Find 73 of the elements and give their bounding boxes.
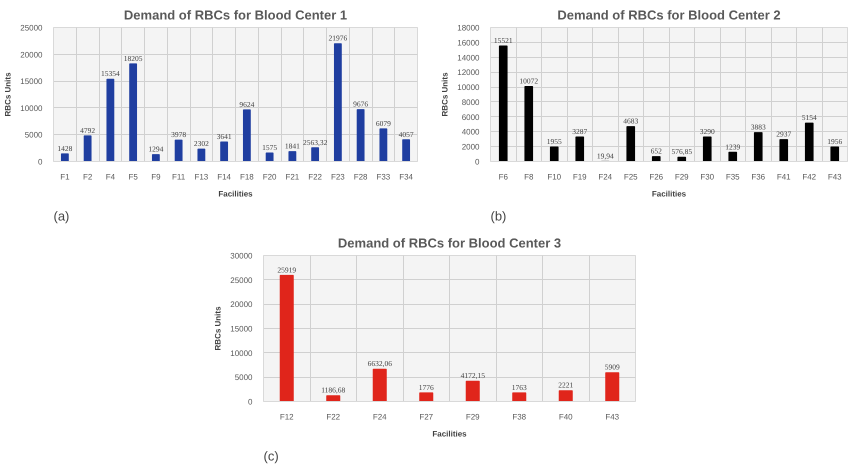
y-tick-label: 16000 (457, 38, 480, 48)
y-tick-label: 6000 (462, 112, 480, 122)
x-axis-title: Facilities (432, 430, 468, 438)
x-tick-label: F43 (605, 412, 620, 422)
x-tick-label: F29 (674, 172, 690, 182)
y-axis-title: RBCs Units (213, 306, 222, 350)
y-tick-label: 15000 (20, 77, 44, 86)
y-tick-label: 14000 (457, 53, 480, 62)
chart-title: Demand of RBCs for Blood Center 3 (338, 236, 562, 250)
x-tick-label: F26 (649, 172, 664, 182)
y-tick-label: 10000 (457, 83, 480, 92)
x-tick-label: F25 (624, 172, 638, 182)
y-tick-label: 20000 (230, 300, 254, 310)
x-tick-label: F30 (700, 172, 715, 182)
x-tick-label: F8 (524, 172, 534, 182)
y-tick-label: 10000 (230, 348, 254, 358)
y-tick-label: 25000 (230, 276, 254, 285)
x-tick-label: F38 (512, 412, 527, 422)
y-tick-label: 12000 (457, 68, 480, 78)
y-tick-label: 15000 (230, 324, 254, 334)
x-tick-label: F35 (726, 172, 740, 182)
chart-title: Demand of RBCs for Blood Center 2 (557, 8, 781, 22)
y-tick-label: 0 (248, 398, 254, 406)
x-tick-label: F11 (172, 172, 186, 182)
x-tick-label: F41 (776, 172, 792, 182)
y-tick-label: 4000 (462, 128, 480, 137)
y-tick-label: 25000 (20, 24, 44, 32)
y-tick-label: 5000 (24, 130, 44, 140)
x-axis-title: Facilities (652, 190, 687, 198)
x-tick-label: F24 (598, 172, 613, 182)
x-tick-label: F12 (280, 412, 294, 422)
y-tick-label: 5000 (234, 373, 254, 382)
text: (b) (490, 208, 506, 224)
y-axis-title: RBCs Units (3, 72, 12, 116)
y-tick-label: 2000 (462, 142, 480, 152)
x-tick-label: F40 (558, 412, 574, 422)
x-tick-label: F13 (194, 172, 209, 182)
x-tick-label: F36 (751, 172, 766, 182)
x-tick-label: F20 (262, 172, 278, 182)
x-tick-label: F6 (498, 172, 508, 182)
x-tick-label: F5 (128, 172, 138, 182)
y-tick-label: 18000 (457, 24, 480, 32)
x-tick-label: F19 (572, 172, 588, 182)
x-tick-label: F23 (330, 172, 346, 182)
x-tick-label: F22 (308, 172, 323, 182)
y-tick-label: 0 (475, 158, 480, 166)
x-axis-title: Facilities (218, 190, 254, 198)
x-tick-label: F33 (376, 172, 391, 182)
y-tick-label: 20000 (20, 50, 44, 60)
x-tick-label: F24 (372, 412, 388, 422)
x-tick-label: F34 (399, 172, 414, 182)
chart-title: Demand of RBCs for Blood Center 1 (124, 8, 348, 22)
x-tick-label: F29 (466, 412, 480, 422)
x-tick-label: F42 (802, 172, 817, 182)
x-tick-label: F9 (151, 172, 162, 182)
x-tick-label: F27 (419, 412, 434, 422)
y-tick-label: 10000 (20, 104, 44, 113)
x-tick-label: F18 (240, 172, 254, 182)
x-tick-label: F1 (60, 172, 70, 182)
x-tick-label: F14 (217, 172, 232, 182)
x-tick-label: F10 (547, 172, 562, 182)
x-tick-label: F21 (285, 172, 300, 182)
x-tick-label: F22 (326, 412, 341, 422)
y-tick-label: 0 (38, 158, 44, 166)
x-tick-label: F28 (354, 172, 368, 182)
x-tick-label: F4 (106, 172, 116, 182)
text: (a) (54, 208, 70, 224)
text: (c) (264, 448, 279, 464)
y-tick-label: 8000 (462, 98, 480, 107)
y-axis-title: RBCs Units (440, 72, 450, 116)
y-tick-label: 30000 (230, 252, 254, 260)
x-tick-label: F43 (828, 172, 842, 182)
x-tick-label: F2 (82, 172, 93, 182)
